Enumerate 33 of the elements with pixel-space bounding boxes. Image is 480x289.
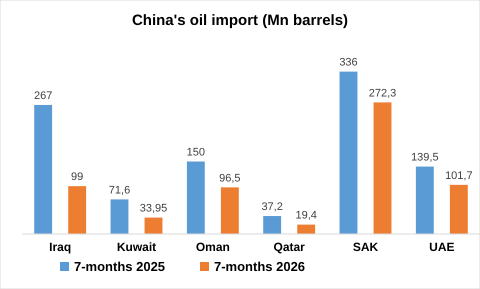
data-label: 96,5: [219, 172, 241, 184]
data-label: 139,5: [411, 152, 439, 164]
bar: [450, 184, 468, 234]
chart-title: China's oil import (Mn barrels): [132, 12, 348, 29]
data-label: 336: [339, 56, 358, 69]
bar: [374, 102, 392, 234]
bar: [416, 166, 434, 234]
bar: [340, 72, 358, 234]
x-tick-label: SAK: [352, 240, 378, 254]
data-label: 272,3: [368, 87, 396, 100]
x-tick-label: Qatar: [273, 240, 306, 254]
data-label: 71,6: [108, 184, 130, 196]
data-label: 99: [71, 171, 84, 184]
bar: [110, 199, 128, 234]
data-label: 101,7: [445, 170, 473, 182]
x-tick-label: UAE: [429, 240, 455, 254]
data-label: 150: [186, 146, 206, 159]
legend-label: 7-months 2026: [214, 259, 306, 274]
legend-label: 7-months 2025: [74, 259, 166, 274]
data-label: 19,4: [295, 210, 317, 222]
x-tick-label: Iraq: [49, 240, 72, 254]
bar: [220, 187, 239, 234]
bar: [297, 224, 316, 234]
data-label: 37,2: [261, 201, 283, 214]
bar: [68, 186, 86, 234]
data-label: 33,95: [140, 202, 168, 215]
bar: [186, 162, 205, 234]
x-tick-label: Oman: [196, 240, 230, 254]
bar: [263, 216, 282, 234]
bar: [144, 218, 162, 234]
x-tick-label: Kuwait: [116, 240, 156, 254]
bar: [34, 104, 52, 234]
data-label: 267: [34, 90, 52, 102]
